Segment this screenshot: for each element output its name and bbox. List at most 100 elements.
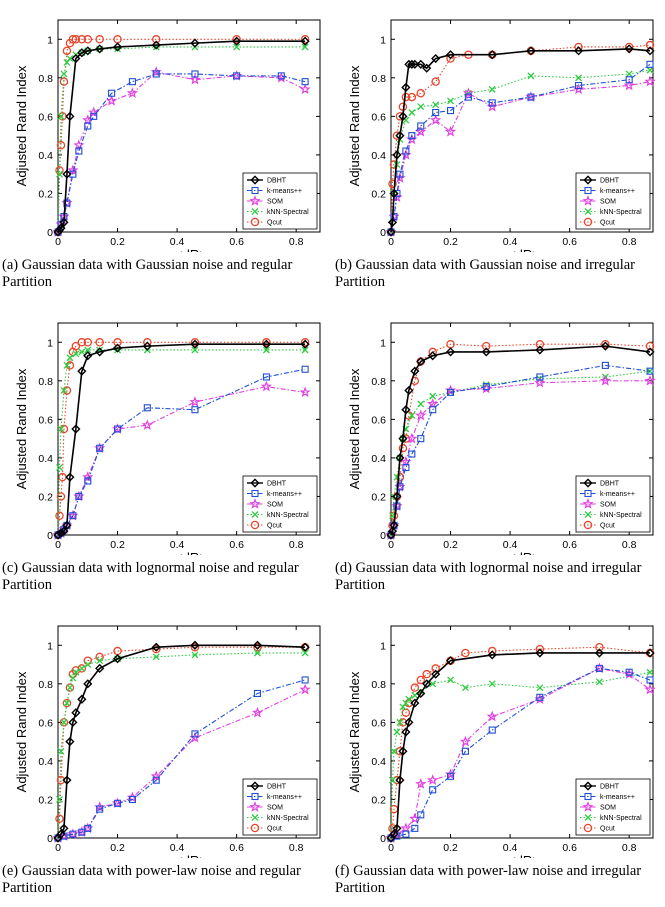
data-point [57,112,65,120]
x-tick-label: 0.8 [289,539,304,551]
x-tick-label: 0.8 [622,236,637,248]
y-axis-title: Adjusted Rand Index [347,671,362,792]
data-point [387,217,398,227]
data-point [406,432,418,444]
legend-label: k-means++ [267,794,302,801]
data-point [459,735,472,747]
data-point [401,82,411,93]
legend-label: Qcut [600,220,615,227]
y-tick-label: 0.4 [38,756,53,768]
data-point [83,35,93,44]
data-point [55,814,64,823]
data-point [410,366,420,376]
data-point [389,520,399,530]
data-point [595,642,604,652]
data-point [191,730,199,738]
data-point [78,828,86,836]
x-tick-label: 0 [55,539,61,551]
x-axis-title: <dR> [175,550,207,555]
y-tick-label: 0.6 [38,414,53,426]
data-point [575,81,583,90]
data-point [416,688,426,699]
x-tick-label: 0.6 [562,842,577,854]
data-point [646,367,654,375]
x-tick-label: 0.8 [622,842,637,854]
legend-label: SOM [600,502,616,509]
data-point [66,684,74,692]
data-point [408,450,416,458]
data-point [417,811,425,819]
data-point [66,55,74,63]
data-point [408,109,416,116]
series-line [390,81,651,233]
data-point [301,676,309,684]
data-point [415,409,427,421]
legend-label: Qcut [600,523,615,530]
data-point [401,727,411,737]
data-point [71,708,81,718]
series-line [57,679,306,839]
x-tick-label: 0.2 [443,236,458,248]
y-tick-label: 1 [380,640,386,652]
data-point [387,526,398,536]
data-point [410,59,420,69]
y-tick-label: 0.8 [371,679,386,691]
series-line [390,63,651,233]
data-point [96,444,104,452]
x-axis-title: <dR> [508,247,540,252]
data-point [535,648,545,658]
legend-marker [249,801,261,812]
data-point [427,774,439,785]
data-point [431,53,441,64]
x-tick-label: 0.2 [443,539,458,551]
data-point [83,351,93,361]
series-dbht [386,341,655,540]
data-point [461,747,469,755]
y-tick-label: 0.6 [38,111,53,123]
data-point [191,406,199,414]
data-point [573,46,584,56]
data-point [191,70,199,78]
data-point [65,737,75,747]
data-point [57,747,65,755]
y-tick-label: 0.8 [38,679,53,691]
x-tick-label: 0.2 [110,842,125,854]
legend-marker [584,208,592,215]
data-point [407,92,417,102]
data-point [191,651,199,659]
data-point [415,125,427,137]
data-point [299,683,311,695]
data-point [464,93,472,101]
legend-marker [582,801,594,812]
data-point [152,776,160,784]
data-point [84,661,92,669]
data-point [431,664,440,673]
data-point [393,728,401,736]
legend-label: DBHT [600,784,620,791]
data-point [407,59,417,69]
legend-marker [251,792,259,801]
data-point [446,388,455,396]
y-tick-label: 0 [47,530,53,542]
data-point [77,35,87,44]
data-point [488,680,496,688]
legend-label: SOM [267,199,283,206]
series-line [57,38,306,233]
data-point [488,726,496,734]
data-point [595,664,603,672]
data-point [252,640,263,650]
data-point [429,406,437,414]
x-tick-label: 0.8 [289,236,304,248]
data-point [301,649,309,657]
legend-label: DBHT [600,178,620,185]
data-point [54,225,65,235]
chart-panel-6: 0 0.2 0.4 0.6 0.8 0 0.2 0.4 0.6 0.8 1 <dR> Adjusted … [347,625,656,858]
series-k-means- [387,361,654,539]
data-point [191,346,199,354]
data-point [82,471,94,482]
legend-marker [251,489,259,498]
data-point [57,425,65,433]
data-point [422,63,432,73]
data-point [190,642,200,652]
legend: DBHT k-means++ SOM kNN-Spectral Qcut [242,475,318,533]
